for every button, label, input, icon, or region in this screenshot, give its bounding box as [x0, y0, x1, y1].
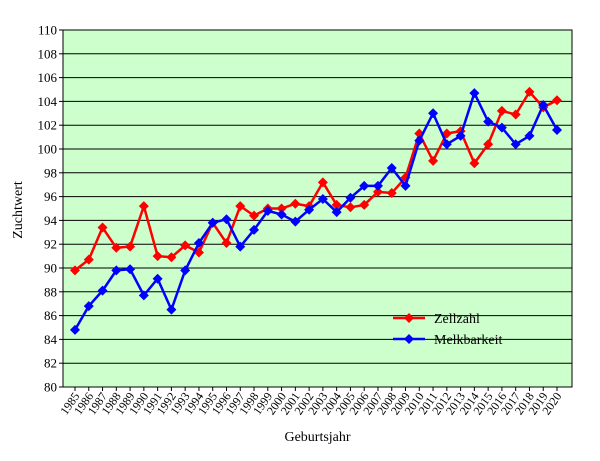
y-axis: 80 82 84 86 88 90 92 94 96 98 100 102 104 106 108 110 — [38, 23, 63, 395]
legend-item: Zellzahl — [393, 312, 480, 327]
data-point — [152, 273, 163, 284]
data-point — [262, 205, 273, 216]
y-tick-label: 104 — [38, 94, 58, 109]
y-tick-label: 90 — [44, 261, 57, 276]
data-point — [469, 158, 480, 169]
data-point — [317, 193, 328, 204]
data-point — [166, 252, 177, 263]
data-point — [428, 108, 439, 119]
data-point — [83, 301, 94, 312]
data-point — [97, 222, 108, 233]
data-point — [207, 217, 218, 228]
legend-marker — [404, 334, 414, 344]
data-point — [290, 216, 301, 227]
data-point — [510, 109, 521, 120]
data-point — [317, 177, 328, 188]
data-point — [483, 139, 494, 150]
data-point — [552, 95, 562, 106]
data-point — [496, 122, 507, 133]
data-point — [180, 265, 191, 276]
y-tick-label: 84 — [44, 332, 58, 347]
data-point — [455, 130, 466, 141]
data-point — [276, 203, 287, 214]
data-point — [524, 86, 535, 97]
legend-label: Zellzahl — [434, 312, 480, 327]
data-point — [193, 238, 204, 249]
data-point — [552, 124, 562, 135]
x-axis: 1985198619871988198919901991199219931994… — [57, 387, 564, 417]
series-group — [70, 86, 562, 335]
data-point — [538, 99, 549, 110]
data-point — [441, 139, 452, 150]
data-point — [469, 88, 480, 99]
data-point — [359, 199, 370, 210]
y-tick-label: 100 — [38, 142, 58, 157]
data-point — [428, 155, 439, 166]
data-point — [496, 105, 507, 116]
data-point — [125, 264, 136, 275]
data-point — [372, 186, 383, 197]
y-tick-label: 80 — [44, 380, 57, 395]
y-tick-label: 110 — [38, 23, 57, 38]
data-point — [138, 201, 149, 212]
data-point — [152, 251, 163, 262]
data-point — [70, 324, 80, 335]
data-point — [221, 214, 232, 225]
data-point — [345, 192, 356, 203]
data-point — [70, 265, 80, 276]
data-point — [331, 207, 342, 218]
data-point — [111, 242, 122, 253]
data-point — [483, 116, 494, 127]
data-point — [221, 238, 232, 249]
data-point — [386, 188, 397, 199]
y-tick-label: 86 — [44, 308, 58, 323]
data-point — [249, 210, 260, 221]
data-point — [345, 202, 356, 213]
y-tick-label: 102 — [38, 118, 58, 133]
y-tick-label: 106 — [38, 70, 58, 85]
y-tick-label: 94 — [44, 213, 58, 228]
y-tick-label: 88 — [44, 284, 57, 299]
data-point — [372, 180, 383, 191]
plot-area — [63, 30, 572, 387]
series-melkbarkeit — [70, 88, 562, 335]
data-point — [83, 254, 94, 265]
plot-border — [62, 29, 573, 388]
data-point — [510, 139, 521, 150]
data-point — [138, 290, 149, 301]
data-point — [97, 285, 108, 296]
series-line — [74, 90, 558, 272]
legend-item: Melkbarkeit — [393, 333, 503, 348]
data-point — [414, 135, 425, 146]
data-point — [304, 204, 315, 215]
y-tick-label: 96 — [44, 189, 58, 204]
data-point — [524, 130, 535, 141]
data-point — [290, 198, 301, 209]
y-tick-label: 92 — [44, 237, 57, 252]
data-point — [235, 201, 246, 212]
legend: Zellzahl Melkbarkeit — [393, 312, 503, 348]
x-axis-label: Geburtsjahr — [284, 430, 350, 445]
data-point — [111, 265, 122, 276]
y-tick-label: 82 — [44, 356, 57, 371]
data-point — [235, 241, 246, 252]
legend-label: Melkbarkeit — [434, 333, 503, 348]
y-tick-label: 108 — [38, 46, 58, 61]
y-tick-label: 98 — [44, 165, 57, 180]
data-point — [166, 304, 177, 315]
y-axis-label: Zuchtwert — [11, 181, 26, 239]
data-point — [359, 180, 370, 191]
data-point — [180, 240, 191, 251]
data-point — [386, 163, 397, 174]
data-point — [331, 199, 342, 210]
data-point — [400, 180, 411, 191]
series-line — [73, 91, 559, 331]
data-point — [276, 209, 287, 220]
data-point — [125, 241, 136, 252]
legend-marker — [404, 313, 414, 323]
data-point — [249, 224, 260, 235]
